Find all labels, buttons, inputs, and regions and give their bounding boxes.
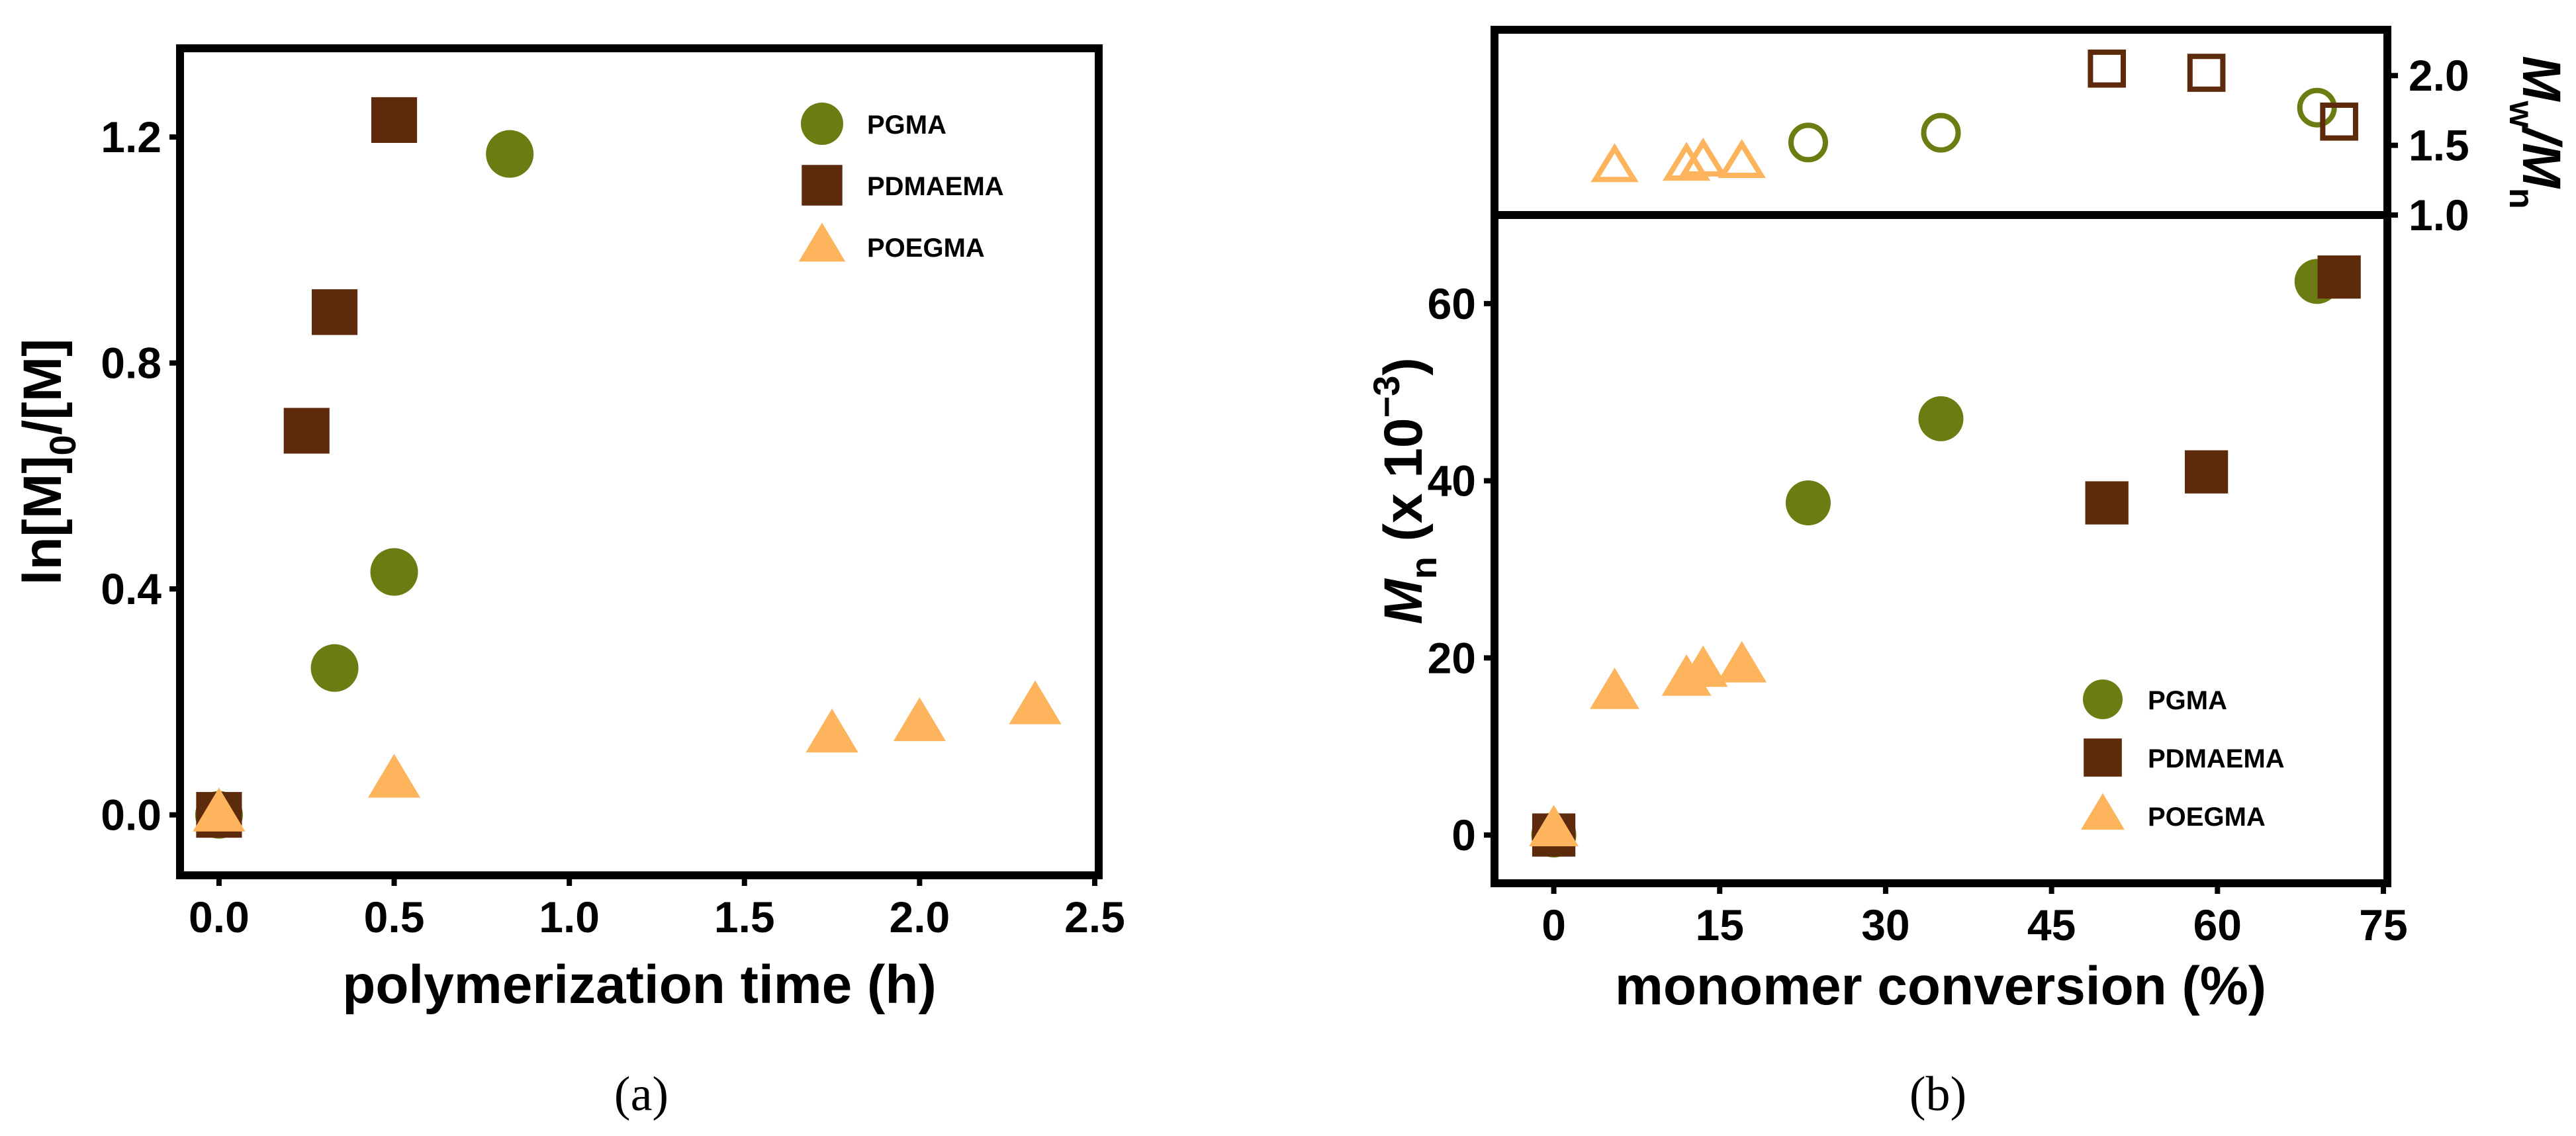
data-point-poegma	[367, 754, 421, 798]
legend-marker-pdmaema	[2084, 738, 2122, 777]
y-tick-label: 20	[1428, 633, 1476, 682]
x-tick-label: 45	[2027, 900, 2076, 949]
legend-label-pdmaema: PDMAEMA	[2148, 744, 2285, 773]
data-point-pdmaema	[371, 97, 418, 144]
data-point-poegma	[1662, 142, 1711, 181]
panel-a-frame	[176, 44, 1103, 879]
y-tick-label: 0.0	[101, 791, 161, 840]
panel-b-lower-y-axis-label: Mn (x 10−3)	[1365, 357, 1444, 624]
panel-b-upper-frame	[1491, 26, 2391, 219]
x-tick-label: 2.5	[1064, 893, 1125, 941]
y-tick-label: 1.0	[2409, 191, 2469, 240]
panel-b-lower-ticks: 0 15 30 45 60 75 0 20 40 60	[1428, 279, 2408, 949]
legend-label-pgma: PGMA	[2148, 686, 2227, 715]
data-point-pgma	[1788, 122, 1828, 163]
y-tick-label: 0.8	[101, 339, 161, 388]
x-tick-label: 2.0	[890, 893, 950, 941]
x-tick-label: 0.0	[189, 893, 250, 941]
data-point-poegma	[1678, 645, 1728, 687]
legend-marker-poegma	[798, 222, 846, 262]
data-point-pgma	[310, 644, 359, 692]
panel-b-upper-ticks: 1.0 1.5 2.0	[2383, 51, 2469, 240]
legend-marker-pgma	[2083, 679, 2123, 719]
legend-marker-poegma	[2081, 793, 2125, 830]
data-point-pgma	[1921, 112, 1961, 153]
data-point-pgma	[1785, 480, 1831, 526]
y-tick-label: 40	[1428, 457, 1476, 505]
y-tick-label: 60	[1428, 279, 1476, 328]
panel-b: 1.0 1.5 2.0 0 15 30 45 60 75 0 20 40 60 PGMA PDMAEMA…	[1365, 26, 2571, 1121]
y-tick-label: 1.2	[101, 112, 161, 161]
data-point-pdmaema	[2088, 49, 2126, 88]
y-tick-label: 0.4	[101, 564, 161, 613]
panel-b-caption: (b)	[1909, 1067, 1966, 1121]
x-tick-label: 0	[1541, 900, 1566, 949]
data-point-pdmaema	[2085, 481, 2129, 525]
panel-b-lower-frame	[1491, 211, 2391, 887]
panel-b-upper-y-axis-label: Mw/Mn	[2502, 56, 2571, 209]
panel-a-data-points	[193, 97, 1062, 839]
panel-b-x-axis-label: monomer conversion (%)	[1615, 956, 2266, 1016]
data-point-pdmaema	[283, 408, 330, 454]
x-tick-label: 75	[2359, 900, 2407, 949]
data-point-poegma	[1717, 640, 1767, 683]
x-tick-label: 1.0	[539, 893, 600, 941]
data-point-poegma	[805, 709, 858, 753]
data-point-poegma	[1679, 138, 1727, 177]
data-point-pdmaema	[2317, 255, 2361, 299]
x-tick-label: 0.5	[364, 893, 425, 941]
x-tick-label: 30	[1861, 900, 1909, 949]
panel-b-legend: PGMA PDMAEMA POEGMA	[2081, 679, 2285, 832]
panel-a-y-axis-label: ln[M]0/[M]	[13, 339, 83, 586]
data-point-poegma	[1718, 139, 1766, 178]
panel-a-ticks: 0.0 0.5 1.0 1.5 2.0 2.5 0.0 0.4 0.8 1.2	[101, 112, 1125, 941]
data-point-pdmaema	[2184, 450, 2229, 494]
data-point-poegma	[1009, 680, 1062, 724]
data-point-poegma	[893, 697, 946, 742]
legend-label-poegma: POEGMA	[2148, 803, 2266, 832]
data-point-poegma	[1529, 805, 1579, 847]
data-point-pdmaema	[2320, 102, 2358, 141]
legend-label-poegma: POEGMA	[867, 234, 985, 263]
legend-label-pdmaema: PDMAEMA	[867, 172, 1004, 201]
data-point-poegma	[1590, 668, 1639, 709]
data-point-poegma	[193, 787, 246, 832]
panel-b-upper-data-points	[1590, 49, 2358, 183]
panel-a: 0.0 0.5 1.0 1.5 2.0 2.5 0.0 0.4 0.8 1.2 PGMA PDMAE…	[13, 44, 1125, 1121]
legend-marker-pdmaema	[802, 165, 843, 206]
x-tick-label: 1.5	[714, 893, 775, 941]
legend-marker-pgma	[801, 103, 843, 145]
data-point-pdmaema	[312, 289, 358, 335]
data-point-pdmaema	[2187, 54, 2226, 92]
panel-a-x-axis-label: polymerization time (h)	[342, 955, 937, 1015]
x-tick-label: 60	[2193, 900, 2242, 949]
y-tick-label: 0	[1451, 810, 1476, 859]
y-tick-label: 2.0	[2409, 51, 2469, 100]
data-point-poegma	[1590, 143, 1639, 183]
data-point-pgma	[1918, 396, 1964, 441]
legend-label-pgma: PGMA	[867, 110, 946, 140]
panel-a-legend: PGMA PDMAEMA POEGMA	[798, 103, 1004, 263]
x-tick-label: 15	[1696, 900, 1744, 949]
panel-b-lower-data-points	[1529, 255, 2361, 858]
data-point-pgma	[486, 130, 534, 178]
y-tick-label: 1.5	[2409, 121, 2469, 170]
panel-a-caption: (a)	[614, 1067, 668, 1121]
data-point-pgma	[370, 548, 418, 596]
